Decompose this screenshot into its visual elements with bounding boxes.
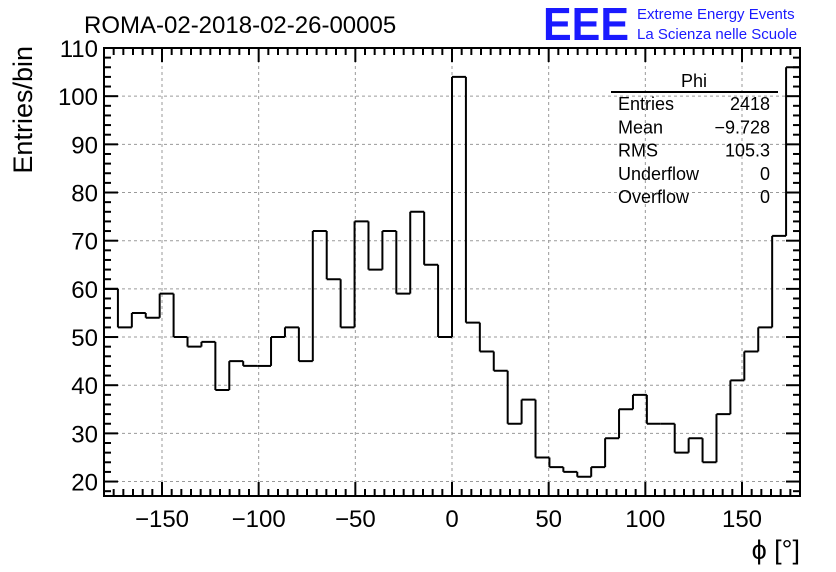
y-tick-label: 70 [71, 229, 98, 256]
histogram-bin [715, 413, 731, 463]
histogram-bin [548, 457, 564, 469]
y-tick-label: 80 [71, 181, 98, 208]
histogram-bin [144, 312, 160, 319]
histogram-bin [214, 341, 230, 392]
histogram-bin [590, 466, 606, 477]
histogram-bin [506, 370, 522, 425]
stats-row-label: Mean [618, 117, 663, 137]
histogram-bin [618, 408, 633, 439]
histogram-bin [785, 66, 800, 236]
y-tick-label: 100 [58, 84, 98, 111]
histogram-bin [451, 75, 466, 338]
histogram-bin [325, 231, 341, 281]
stats-row-value: −9.728 [714, 117, 770, 137]
stats-row-label: RMS [618, 141, 658, 161]
histogram-bin [771, 234, 787, 328]
histogram-bin [534, 399, 550, 459]
histogram-bin [297, 327, 313, 363]
y-tick-labels: 20 30 40 50 60 70 80 90 100 110 [58, 36, 98, 497]
histogram-bin [367, 221, 383, 271]
histogram-bin [743, 350, 759, 381]
x-tick-label: −150 [135, 506, 189, 533]
x-tick-label: −50 [335, 506, 376, 533]
histogram-bin [423, 211, 439, 266]
x-tick-label: 0 [445, 506, 458, 533]
y-tick-label: 20 [71, 470, 98, 497]
y-tick-label: 110 [60, 36, 98, 63]
y-tick-label: 50 [71, 325, 98, 352]
y-tick-label: 30 [71, 421, 98, 448]
histogram-bin [701, 438, 717, 464]
x-axis-label: ϕ [°] [752, 535, 800, 565]
histogram-bin [631, 393, 647, 410]
histogram-bin [409, 210, 425, 294]
stats-row-label: Entries [618, 94, 674, 114]
histogram-bin [645, 394, 661, 425]
stats-box-rows: Entries 2418 Mean −9.728 RMS 105.3 Underflow 0 O… [618, 94, 770, 207]
histogram-bin [130, 311, 146, 328]
histogram-bin [576, 471, 592, 478]
stats-box: Phi Entries 2418 Mean −9.728 RMS 105.3 Underfl… [611, 71, 778, 207]
histogram-bin [270, 336, 285, 366]
histogram-bin [395, 231, 411, 295]
y-tick-label: 40 [71, 373, 98, 400]
histogram-bin [186, 337, 202, 348]
x-tick-labels: −150 −100 −50 0 50 100 150 [135, 506, 762, 533]
eee-logo-line1: Extreme Energy Events [637, 6, 795, 23]
y-tick-label: 90 [71, 132, 98, 159]
histogram-bin [729, 379, 745, 415]
chart-title: ROMA-02-2018-02-26-00005 [84, 12, 396, 39]
eee-logo-mark: EEE [543, 0, 629, 50]
stats-row-value: 105.3 [725, 141, 770, 161]
histogram-bin [492, 351, 508, 372]
stats-row-value: 2418 [730, 94, 770, 114]
histogram-bin [172, 293, 188, 339]
histogram-bin [311, 230, 327, 362]
histogram-bin [228, 360, 244, 391]
histogram-bin [687, 437, 703, 453]
x-tick-label: 50 [535, 506, 562, 533]
x-tick-label: 150 [722, 506, 762, 533]
histogram-bin [242, 361, 258, 367]
histogram-bin [757, 326, 773, 352]
histogram-bin [353, 220, 369, 328]
stats-box-name: Phi [681, 71, 707, 91]
histogram-bin [464, 76, 480, 324]
histogram-bin [339, 279, 355, 329]
histogram-bin [381, 230, 397, 270]
stats-row-label: Underflow [618, 164, 700, 184]
histogram-bin [673, 423, 689, 454]
x-tick-label: 100 [625, 506, 665, 533]
eee-logo: EEE Extreme Energy Events La Scienza nel… [543, 0, 797, 50]
histogram-bin [437, 264, 452, 339]
histogram-bin [562, 467, 578, 473]
histogram-bin [604, 437, 620, 468]
x-tick-label: −100 [232, 506, 286, 533]
histogram-bin [200, 340, 216, 347]
stats-row-value: 0 [760, 164, 770, 184]
histogram-bin [116, 288, 132, 329]
stats-row-label: Overflow [618, 187, 690, 207]
stats-row-value: 0 [760, 187, 770, 207]
histogram-bin [520, 398, 536, 424]
histogram-bin [478, 322, 494, 353]
y-axis-label: Entries/bin [8, 46, 38, 174]
y-tick-label: 60 [71, 277, 98, 304]
eee-logo-line2: La Scienza nelle Scuole [637, 26, 797, 43]
axis-ticks [104, 47, 800, 496]
histogram-bin [283, 326, 299, 338]
histogram-bin [158, 292, 174, 318]
